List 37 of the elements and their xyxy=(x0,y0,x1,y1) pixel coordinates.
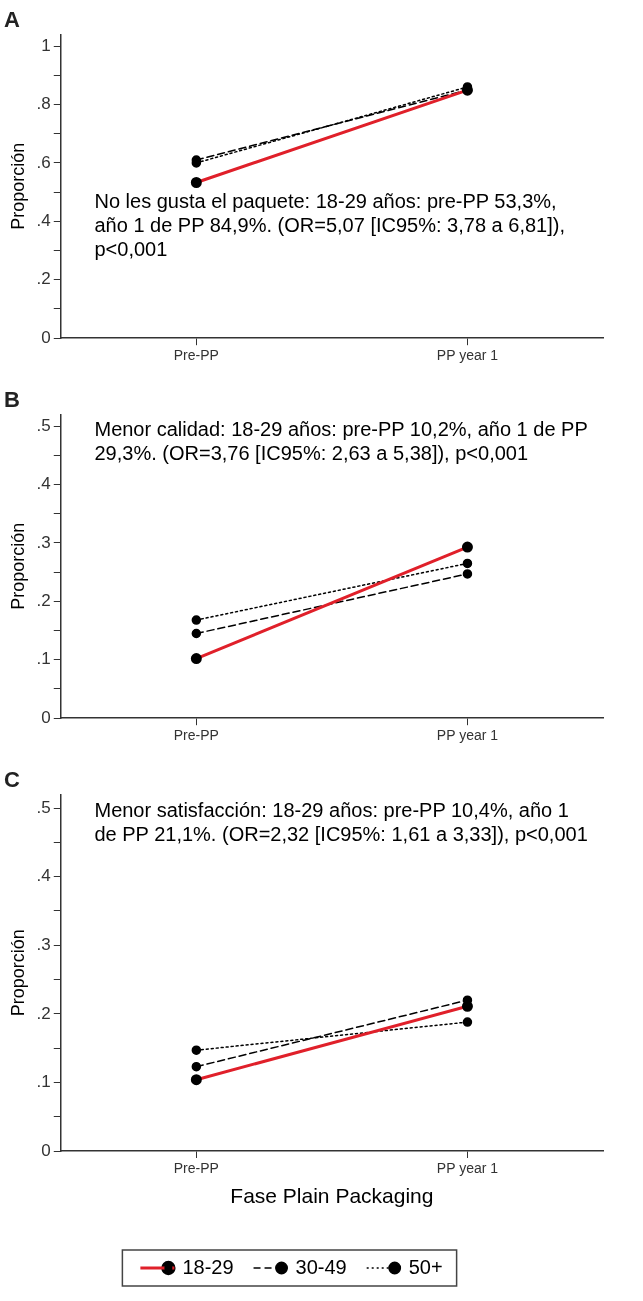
y-tick-label: .1 xyxy=(36,649,51,669)
y-axis-title: Proporción xyxy=(7,142,28,230)
legend-label: 18-29 xyxy=(182,1255,234,1278)
legend-label: 50+ xyxy=(408,1255,443,1278)
y-tick-label: .4 xyxy=(36,866,51,886)
x-tick-label: PP year 1 xyxy=(436,727,499,744)
y-tick-label: .2 xyxy=(36,269,51,289)
x-tick-label: Pre-PP xyxy=(173,727,219,744)
y-tick-label: .3 xyxy=(36,934,51,954)
y-tick-label: .5 xyxy=(36,415,51,435)
y-tick-label: .8 xyxy=(36,94,51,114)
y-tick-label: .6 xyxy=(36,152,51,172)
x-tick-label: PP year 1 xyxy=(436,1160,499,1177)
chart-title: C xyxy=(4,767,20,793)
y-tick-label: .1 xyxy=(36,1072,51,1092)
chart-title: B xyxy=(4,387,20,413)
annotation: Menor calidad: 18-29 años: pre-PP 10,2%, año 1 de PP 29,3%. (OR=3,76 [IC95%: 2,63 a 5,38]), p<0,001 xyxy=(94,417,588,464)
legend-label: 30-49 xyxy=(295,1255,347,1278)
x-tick-label: PP year 1 xyxy=(436,347,499,364)
y-tick-label: .2 xyxy=(36,591,51,611)
y-tick-label: .4 xyxy=(36,474,51,494)
x-axis-title: Fase Plain Packaging xyxy=(230,1184,434,1208)
annotation: No les gusta el paquete: 18-29 años: pre-PP 53,3%, año 1 de PP 84,9%. (OR=5,07 [IC95%: 3,78 a 6,81]), p<0,001 xyxy=(94,189,565,260)
y-axis-title: Proporción xyxy=(7,522,28,610)
y-tick-label: 0 xyxy=(41,1140,51,1160)
annotation: Menor satisfacción: 18-29 años: pre-PP 10,4%, año 1 de PP 21,1%. (OR=2,32 [IC95%: 1,61 a 3,33]), p<0,001 xyxy=(94,799,588,846)
y-tick-label: 0 xyxy=(41,327,51,347)
y-tick-label: .3 xyxy=(36,532,51,552)
y-tick-label: .2 xyxy=(36,1003,51,1023)
y-axis-title: Proporción xyxy=(7,929,28,1017)
chart-title: A xyxy=(4,7,20,33)
x-tick-label: Pre-PP xyxy=(173,347,219,364)
y-tick-label: 0 xyxy=(41,707,51,727)
y-tick-label: 1 xyxy=(41,35,51,55)
y-tick-label: .5 xyxy=(36,797,51,817)
y-tick-label: .4 xyxy=(36,211,51,231)
x-tick-label: Pre-PP xyxy=(173,1160,219,1177)
